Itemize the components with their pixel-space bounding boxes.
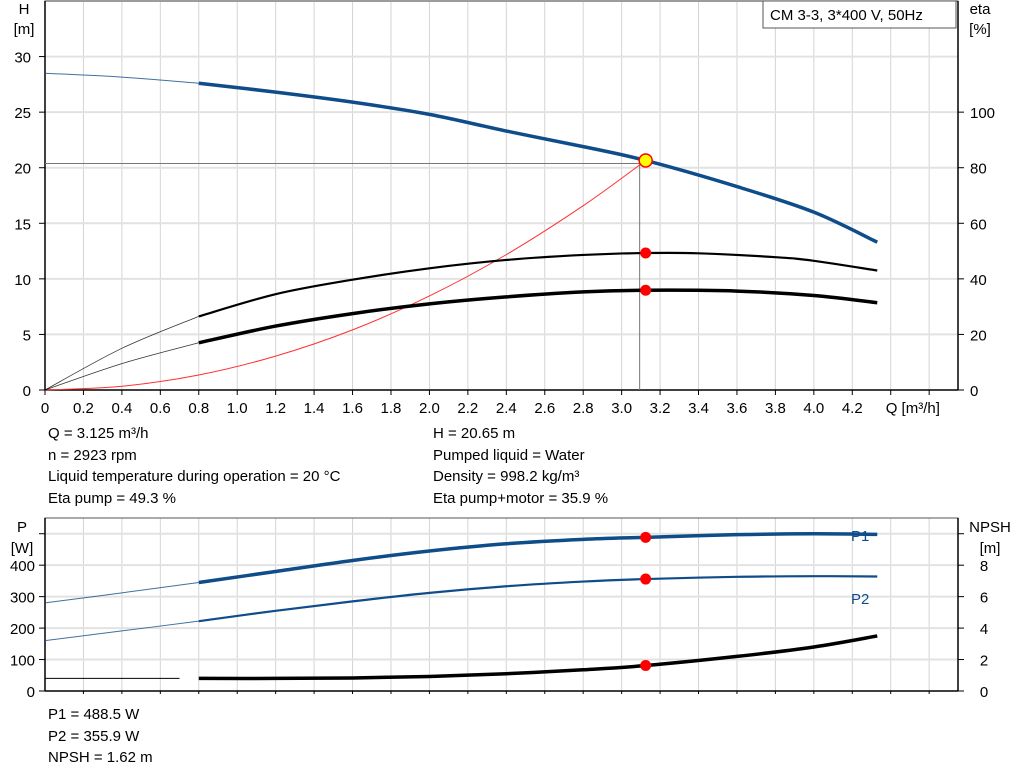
eta-pump-curve bbox=[198, 251, 878, 318]
info-eta-pump-motor: Eta pump+motor = 35.9 % bbox=[433, 489, 609, 507]
y-axis-unit-right: [m] bbox=[980, 540, 1001, 557]
legend-box bbox=[762, 0, 957, 29]
x-tick-label: 3.6 bbox=[727, 400, 748, 417]
x-tick-label: 0.8 bbox=[188, 400, 209, 417]
x-tick-label: 1.2 bbox=[265, 400, 286, 417]
legend-text: CM 3-3, 3*400 V, 50Hz bbox=[770, 7, 923, 24]
x-tick-label: 2.4 bbox=[496, 400, 517, 417]
x-tick-label: 4.0 bbox=[803, 400, 824, 417]
x-tick-label: 3.4 bbox=[688, 400, 709, 417]
y-tick-label-right: 60 bbox=[970, 216, 987, 233]
info-flow: Q = 3.125 m³/h bbox=[48, 425, 149, 442]
x-tick-label: 2.6 bbox=[534, 400, 555, 417]
y-tick-label-left: 25 bbox=[14, 105, 31, 122]
info-liquid: Pumped liquid = Water bbox=[433, 446, 585, 464]
y-tick-label-right: 0 bbox=[970, 383, 978, 400]
y-tick-label-left: 200 bbox=[10, 621, 35, 638]
info-npsh: NPSH = 1.62 m bbox=[48, 749, 153, 766]
p1-curve bbox=[198, 531, 878, 585]
p1-curve-thin bbox=[44, 581, 199, 604]
y-tick-label-right: 4 bbox=[980, 621, 988, 638]
y-tick-label-right: 6 bbox=[980, 590, 988, 607]
info-head: H = 20.65 m bbox=[433, 425, 516, 442]
y-tick-label-left: 0 bbox=[23, 383, 31, 400]
info-top-right: H = 20.65 m Pumped liquid = Water Densit… bbox=[433, 423, 608, 509]
y-tick-label-right: 80 bbox=[970, 161, 987, 178]
p2-curve-thin bbox=[44, 620, 199, 642]
x-tick-label: 2.2 bbox=[457, 400, 478, 417]
info-density: Density = 998.2 kg/m³ bbox=[433, 468, 580, 485]
eta-pump-motor-marker bbox=[640, 284, 652, 296]
y-tick-label-left: 20 bbox=[14, 161, 31, 178]
y-tick-label-left: 30 bbox=[14, 50, 31, 67]
y-tick-label-left: 300 bbox=[10, 590, 35, 607]
x-tick-label: 0.6 bbox=[150, 400, 171, 417]
y-tick-label-left: 15 bbox=[14, 216, 31, 233]
y-axis-unit-right: [%] bbox=[969, 21, 991, 38]
y-axis-label-right: NPSH bbox=[969, 519, 1011, 536]
x-tick-label: 1.6 bbox=[342, 400, 363, 417]
info-liquid-temp: Liquid temperature during operation = 20… bbox=[48, 468, 341, 485]
p2-marker bbox=[640, 573, 652, 585]
info-speed: n = 2923 rpm bbox=[48, 446, 137, 464]
x-tick-label: 1.8 bbox=[381, 400, 402, 417]
y-tick-label-right: 0 bbox=[980, 684, 988, 701]
system-curve bbox=[44, 160, 646, 391]
x-tick-label: 0.2 bbox=[73, 400, 94, 417]
x-tick-label: 2.0 bbox=[419, 400, 440, 417]
y-tick-label-left: 100 bbox=[10, 653, 35, 670]
x-tick-label: 3.0 bbox=[611, 400, 632, 417]
x-tick-label: 0 bbox=[41, 400, 49, 417]
y-tick-label-right: 8 bbox=[980, 558, 988, 575]
x-tick-label: 3.2 bbox=[650, 400, 671, 417]
y-axis-label-right: eta bbox=[970, 1, 992, 18]
npsh-marker bbox=[640, 660, 652, 672]
p1-series-label: P1 bbox=[851, 528, 869, 545]
info-eta-pump: Eta pump = 49.3 % bbox=[48, 489, 176, 507]
y-axis-label-left: H bbox=[19, 1, 30, 18]
x-tick-label: 1.4 bbox=[304, 400, 325, 417]
plot-frame bbox=[44, 0, 959, 391]
head-curve-thin bbox=[44, 72, 199, 84]
eta-pump-motor-curve bbox=[198, 288, 878, 345]
y-tick-label-right: 2 bbox=[980, 653, 988, 670]
y-tick-label-right: 20 bbox=[970, 327, 987, 344]
info-top-left: Q = 3.125 m³/h n = 2923 rpm Liquid tempe… bbox=[48, 423, 340, 509]
eta-pump-motor-curve-thin bbox=[44, 342, 199, 391]
x-tick-label: 2.8 bbox=[573, 400, 594, 417]
y-axis-label-left: P bbox=[17, 519, 27, 536]
x-tick-label: 3.8 bbox=[765, 400, 786, 417]
info-p2: P2 = 355.9 W bbox=[48, 727, 140, 745]
info-p1: P1 = 488.5 W bbox=[48, 706, 140, 723]
x-axis-label: Q [m³/h] bbox=[886, 400, 940, 417]
y-tick-label-right: 40 bbox=[970, 272, 987, 289]
y-tick-label-right: 100 bbox=[970, 105, 995, 122]
head-curve bbox=[198, 81, 879, 244]
eta-pump-curve-thin bbox=[44, 315, 199, 391]
p1-marker bbox=[640, 531, 652, 543]
x-tick-label: 1.0 bbox=[227, 400, 248, 417]
p2-series-label: P2 bbox=[851, 591, 869, 608]
info-bottom: P1 = 488.5 W P2 = 355.9 W NPSH = 1.62 m bbox=[48, 704, 153, 769]
y-axis-unit-left: [m] bbox=[14, 21, 35, 38]
y-axis-unit-left: [W] bbox=[11, 540, 34, 557]
y-tick-label-left: 0 bbox=[27, 684, 35, 701]
duty-point-marker bbox=[638, 153, 653, 168]
p2-curve bbox=[198, 575, 878, 623]
x-tick-label: 4.2 bbox=[842, 400, 863, 417]
y-tick-label-left: 10 bbox=[14, 272, 31, 289]
npsh-curve bbox=[198, 634, 878, 681]
eta-pump-marker bbox=[640, 247, 652, 259]
y-tick-label-left: 5 bbox=[23, 327, 31, 344]
y-tick-label-left: 400 bbox=[10, 558, 35, 575]
x-tick-label: 0.4 bbox=[111, 400, 132, 417]
